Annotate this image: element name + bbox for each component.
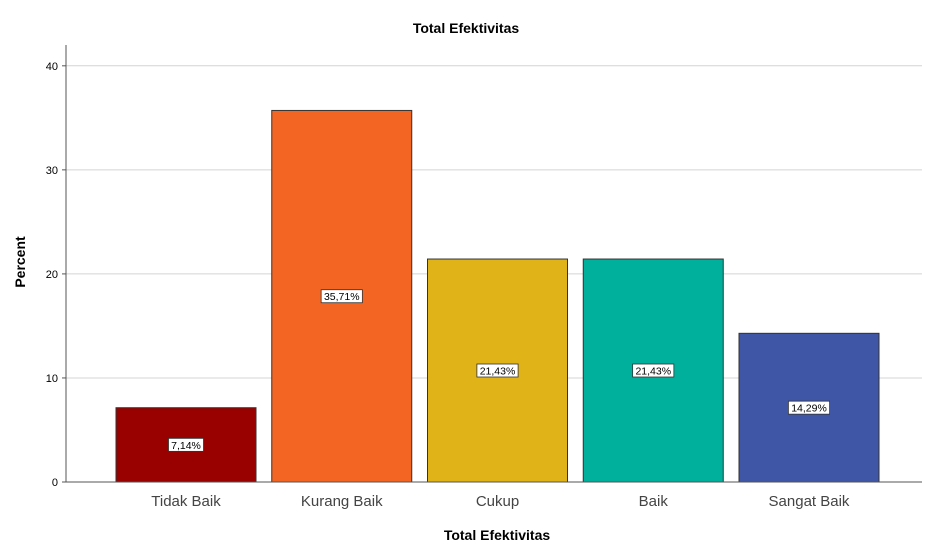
data-label: 14,29% (791, 403, 827, 415)
x-axis-label: Total Efektivitas (444, 527, 551, 543)
y-tick-label: 0 (52, 477, 58, 489)
chart-title: Total Efektivitas (413, 20, 520, 36)
data-label-box (632, 363, 675, 378)
bar-tidak-baik (115, 407, 257, 483)
y-tick-label: 40 (46, 61, 58, 73)
bars (115, 109, 880, 483)
x-tick-label: Baik (639, 493, 669, 510)
x-tick-label: Kurang Baik (301, 493, 383, 510)
data-label-box (788, 400, 831, 415)
y-axis-label: Percent (12, 236, 28, 288)
data-labels: 7,14% 35,71% 21,43% 21,43% 14,29% (168, 289, 831, 452)
x-tick-label: Tidak Baik (151, 493, 221, 510)
data-label: 21,43% (635, 366, 671, 378)
y-tick-label: 10 (46, 373, 58, 385)
x-axis-ticks: Tidak Baik Kurang Baik Cukup Baik Sangat Bai… (151, 493, 850, 510)
data-label-box (320, 289, 363, 304)
y-tick-label: 20 (46, 269, 58, 281)
data-label-box (476, 363, 519, 378)
y-tick-label: 30 (46, 165, 58, 177)
data-label: 35,71% (324, 291, 360, 303)
data-label-box (168, 437, 204, 452)
data-label: 7,14% (171, 440, 201, 452)
x-tick-label: Cukup (476, 493, 519, 510)
y-axis-ticks: 0 10 20 30 40 (46, 61, 66, 489)
x-tick-label: Sangat Baik (769, 493, 850, 510)
data-label: 21,43% (480, 366, 516, 378)
